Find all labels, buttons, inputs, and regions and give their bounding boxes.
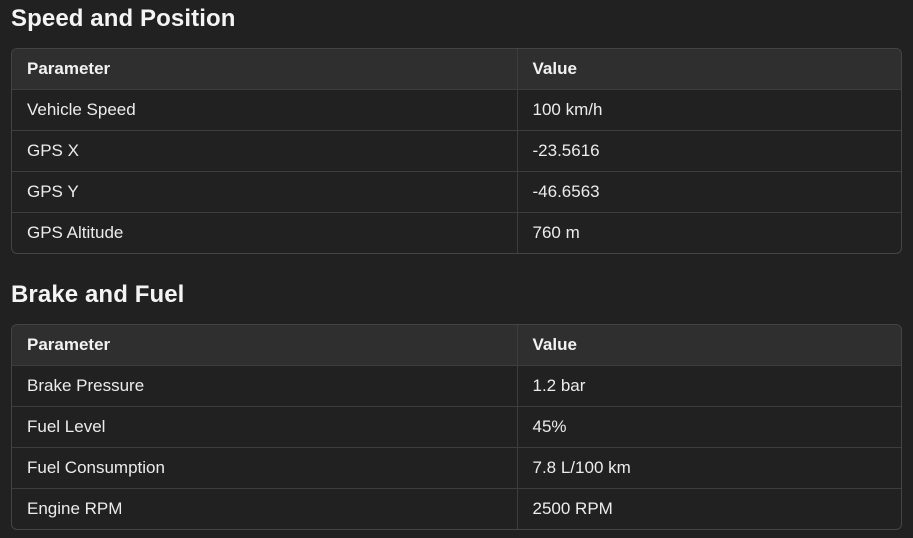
parameter-cell: GPS X [12, 130, 518, 172]
value-cell: 100 km/h [517, 89, 901, 131]
parameter-cell: Fuel Consumption [12, 447, 518, 489]
parameter-cell: Engine RPM [12, 488, 518, 529]
table-row: Vehicle Speed 100 km/h [12, 89, 901, 131]
column-header-parameter: Parameter [12, 325, 518, 366]
table-row: GPS Y -46.6563 [12, 171, 901, 213]
parameter-cell: Brake Pressure [12, 365, 518, 407]
column-header-value: Value [517, 49, 901, 90]
column-header-value: Value [517, 325, 901, 366]
table-row: Fuel Consumption 7.8 L/100 km [12, 447, 901, 489]
table-row: Engine RPM 2500 RPM [12, 488, 901, 529]
parameter-cell: Vehicle Speed [12, 89, 518, 131]
value-cell: -46.6563 [517, 171, 901, 213]
table-row: GPS Altitude 760 m [12, 212, 901, 253]
table-header-row: Parameter Value [12, 49, 901, 90]
speed-position-table: Parameter Value Vehicle Speed 100 km/h G… [11, 48, 902, 254]
value-cell: 1.2 bar [517, 365, 901, 407]
section-title-speed-position: Speed and Position [11, 5, 236, 32]
column-header-parameter: Parameter [12, 49, 518, 90]
value-cell: 760 m [532, 223, 580, 242]
value-cell: -23.5616 [517, 130, 901, 172]
parameter-cell: GPS Y [12, 171, 518, 213]
parameter-cell: GPS Altitude [12, 212, 518, 253]
brake-fuel-table: Parameter Value Brake Pressure 1.2 bar F… [11, 324, 902, 530]
parameter-cell: Fuel Level [12, 406, 518, 448]
table-row: Fuel Level 45% [12, 406, 901, 448]
value-cell: 45% [517, 406, 901, 448]
section-title-brake-fuel: Brake and Fuel [11, 281, 185, 308]
table-row: GPS X -23.5616 [12, 130, 901, 172]
table-header-row: Parameter Value [12, 325, 901, 366]
value-cell: 7.8 L/100 km [517, 447, 901, 489]
value-cell: 2500 RPM [532, 499, 613, 518]
table-row: Brake Pressure 1.2 bar [12, 365, 901, 407]
